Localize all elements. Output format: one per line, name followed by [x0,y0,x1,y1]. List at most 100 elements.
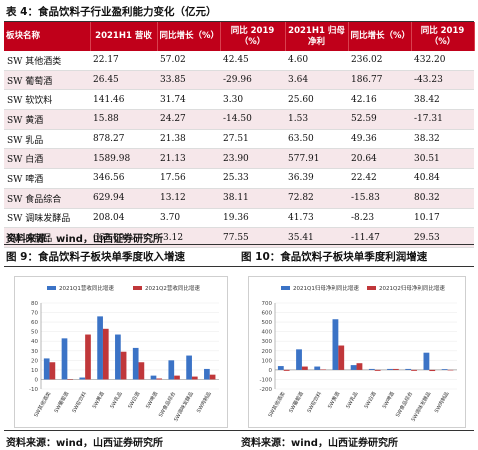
cell-profit-vs2019: 29.53 [411,227,474,248]
cell-revenue: 662.89 [90,227,157,248]
table-row: SW 白酒 1589.98 21.13 23.90 577.91 20.64 30.51 [4,148,474,170]
cell-revenue-vs2019: -14.50 [220,109,285,130]
legend-label: 2021Q2归母净利同比增速 [379,284,445,292]
cell-revenue-vs2019: 19.36 [220,208,285,229]
bar-q1 [423,352,430,370]
cell-profit-vs2019: -43.23 [411,70,474,91]
cell-revenue: 629.94 [90,188,157,209]
x-tick-label: SW黄酒 [326,391,341,410]
header-net-profit: 2021H1 归母净利 [285,22,349,51]
table-body: SW 其他酒类 22.17 57.02 42.45 4.60 236.02 432.20 SW… [4,51,474,248]
x-tick-label: SW白酒 [363,391,378,410]
table-row: SW 食品综合 629.94 13.12 38.11 72.82 -15.83 80.32 [4,188,474,209]
y-tick-label: 40 [31,339,38,345]
cell-revenue-yoy: 33.85 [157,70,220,91]
legend-label: 2021Q2营收同比增速 [145,284,200,292]
table-header-row: 板块名称 2021H1 营收 同比增长（%） 同比 2019（%） 2021H1… [4,22,475,51]
x-tick-label: SW食品综合 [394,391,414,419]
bar-q2 [209,374,216,380]
bar-q1 [204,368,210,380]
bar-q2 [320,369,326,370]
bar-q2 [85,334,91,380]
bar-q1 [405,368,412,370]
table-row: SW 葡萄酒 26.45 33.85 -29.96 3.64 186.77 -43.23 [4,70,474,91]
header-profit-yoy: 同比增长（%） [348,22,412,51]
bar-q2 [138,362,145,380]
x-tick-label: SW乳品 [109,391,124,410]
header-sector: 板块名称 [4,22,91,51]
y-tick-label: 70 [31,311,38,317]
cell-profit-vs2019: 432.20 [411,51,474,71]
cell-revenue: 141.46 [90,89,157,111]
x-tick-label: SW乳品 [344,391,359,410]
cell-profit-yoy: 22.42 [348,168,411,189]
legend-swatch [47,286,56,290]
table-row: SW 黄酒 15.88 24.27 -14.50 1.53 52.59 -17.31 [4,109,474,130]
cell-net-profit: 3.64 [285,70,348,91]
cell-net-profit: 25.60 [285,89,348,111]
cell-profit-vs2019: 80.32 [411,188,474,209]
cell-profit-vs2019: -17.31 [411,109,474,130]
cell-revenue-yoy: 24.27 [157,109,220,130]
cell-revenue-yoy: 17.56 [157,168,220,189]
bar-q2 [49,362,56,380]
profitability-table: 板块名称 2021H1 营收 同比增长（%） 同比 2019（%） 2021H1… [4,22,475,248]
cell-profit-vs2019: 10.17 [411,208,474,229]
table-row: SW 啤酒 346.56 17.56 25.33 36.39 22.42 40.84 [4,168,474,189]
y-tick-label: 60 [31,320,38,326]
y-tick-label: 80 [31,301,38,307]
cell-revenue: 22.17 [90,51,157,71]
cell-net-profit: 36.39 [285,168,348,189]
bar-q1 [61,338,68,380]
cell-revenue: 15.88 [90,109,157,130]
x-tick-label: SW肉制品 [195,391,213,415]
x-tick-label: SW软饮料 [306,391,324,415]
bar-q1 [314,366,321,370]
cell-profit-yoy: 186.77 [348,70,411,91]
y-tick-label: 200 [262,349,273,355]
x-tick-label: SW白酒 [126,391,141,410]
legend-label: 2021Q1归母净利同比增速 [293,284,359,292]
bar-q2 [102,328,109,380]
legend-swatch [281,286,290,290]
cell-revenue-vs2019: 3.30 [220,89,285,111]
bar-q1 [186,355,192,380]
cell-revenue: 346.56 [90,168,157,189]
figure-9-source: 资料来源：wind，山西证券研究所 [6,438,163,449]
bar-q2 [429,369,436,372]
cell-sector-name: SW 食品综合 [4,188,90,209]
x-tick-label: SW啤酒 [381,391,396,410]
cell-revenue-yoy: 21.13 [157,148,220,170]
table-row: SW 软饮料 141.46 31.74 3.30 25.60 42.16 38.42 [4,89,474,111]
bar-q1 [277,366,284,370]
x-tick-label: SW其他酒类 [267,391,287,419]
cell-revenue-vs2019: 38.11 [220,188,285,209]
bar-q1 [368,368,375,370]
y-tick-label: 20 [31,358,38,364]
x-tick-label: SW黄酒 [91,391,106,410]
cell-profit-vs2019: 38.42 [411,89,474,111]
cell-revenue-yoy: 3.70 [157,208,220,229]
cell-sector-name: SW 肉制品 [4,227,90,248]
bar-q2 [120,351,127,380]
header-profit-vs2019: 同比 2019（%） [411,22,475,51]
bar-q1 [43,358,50,380]
cell-net-profit: 63.50 [285,129,348,150]
table-row: SW 肉制品 662.89 -3.12 77.55 35.41 -11.47 29.53 [4,227,474,248]
cell-sector-name: SW 乳品 [4,129,90,150]
bar-q2 [392,368,399,370]
figure-10-caption: 图 10：食品饮料子板块单季度利润增速 [241,251,428,263]
header-revenue-yoy: 同比增长（%） [157,22,221,51]
table-top-rule [4,21,474,22]
y-tick-label: 600 [262,311,273,317]
x-tick-label: SW食品综合 [157,391,177,419]
figure-9-chart: 2021Q1营收同比增速 2021Q2营收同比增速 80 70 60 50 40 30 20 10… [14,276,228,428]
y-tick-label: 700 [262,301,273,307]
y-tick-label: 300 [262,339,273,345]
cell-profit-yoy: -8.23 [348,208,411,229]
figure-bottom-rule [4,430,474,431]
header-revenue: 2021H1 营收 [90,22,158,51]
y-tick-label: -10 [29,387,38,393]
bar-q2 [67,379,74,380]
bar-q1 [350,365,357,370]
